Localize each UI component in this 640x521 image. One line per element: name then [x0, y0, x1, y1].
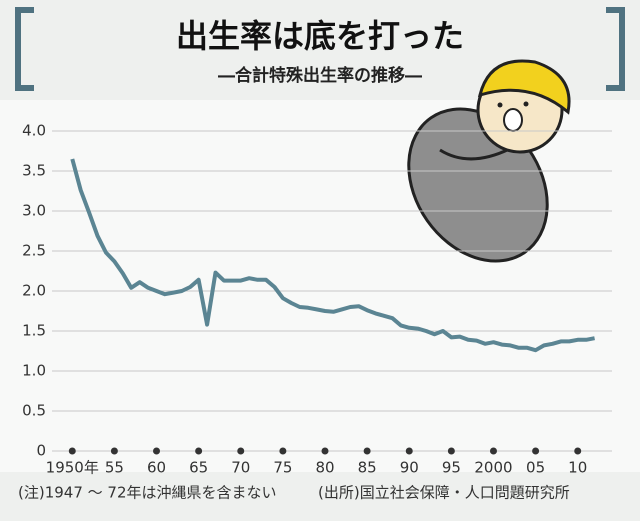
y-tick-label: 3.0 — [22, 202, 46, 220]
chart-subtitle: ―合計特殊出生率の推移― — [218, 65, 422, 86]
x-tick-mark — [489, 447, 497, 455]
x-tick-label: 1950年 — [46, 459, 99, 477]
y-tick-label: 4.0 — [22, 122, 46, 140]
x-tick-mark — [532, 447, 540, 455]
x-tick-mark — [195, 447, 203, 455]
y-tick-label: 0 — [36, 442, 46, 460]
x-tick-label: 70 — [231, 459, 250, 477]
x-tick-label: 2000 — [474, 459, 512, 477]
plot-background — [0, 100, 640, 472]
x-tick-mark — [237, 447, 245, 455]
x-tick-mark — [153, 447, 161, 455]
x-tick-label: 90 — [400, 459, 419, 477]
y-tick-label: 2.0 — [22, 282, 46, 300]
source: (出所)国立社会保障・人口問題研究所 — [318, 484, 570, 502]
y-tick-label: 0.5 — [22, 402, 46, 420]
chart-title: 出生率は底を打った — [176, 17, 464, 55]
x-tick-mark — [279, 447, 287, 455]
x-tick-label: 10 — [568, 459, 587, 477]
data-line — [70, 158, 595, 353]
x-tick-label: 60 — [147, 459, 166, 477]
bracket-right — [606, 7, 625, 91]
x-tick-label: 55 — [105, 459, 124, 477]
y-tick-label: 2.5 — [22, 242, 46, 260]
x-tick-mark — [110, 447, 118, 455]
x-tick-label: 80 — [315, 459, 334, 477]
x-tick-mark — [321, 447, 329, 455]
bracket-left — [15, 7, 34, 91]
x-tick-mark — [363, 447, 371, 455]
x-tick-mark — [447, 447, 455, 455]
note: (注)1947 ～ 72年は沖縄県を含まない — [18, 484, 277, 502]
x-tick-mark — [68, 447, 76, 455]
x-tick-label: 95 — [442, 459, 461, 477]
x-tick-label: 65 — [189, 459, 208, 477]
x-tick-label: 05 — [526, 459, 545, 477]
x-tick-mark — [405, 447, 413, 455]
x-tick-label: 75 — [273, 459, 292, 477]
y-tick-label: 1.0 — [22, 362, 46, 380]
x-tick-mark — [574, 447, 582, 455]
y-tick-label: 3.5 — [22, 162, 46, 180]
x-tick-label: 85 — [358, 459, 377, 477]
y-tick-label: 1.5 — [22, 322, 46, 340]
